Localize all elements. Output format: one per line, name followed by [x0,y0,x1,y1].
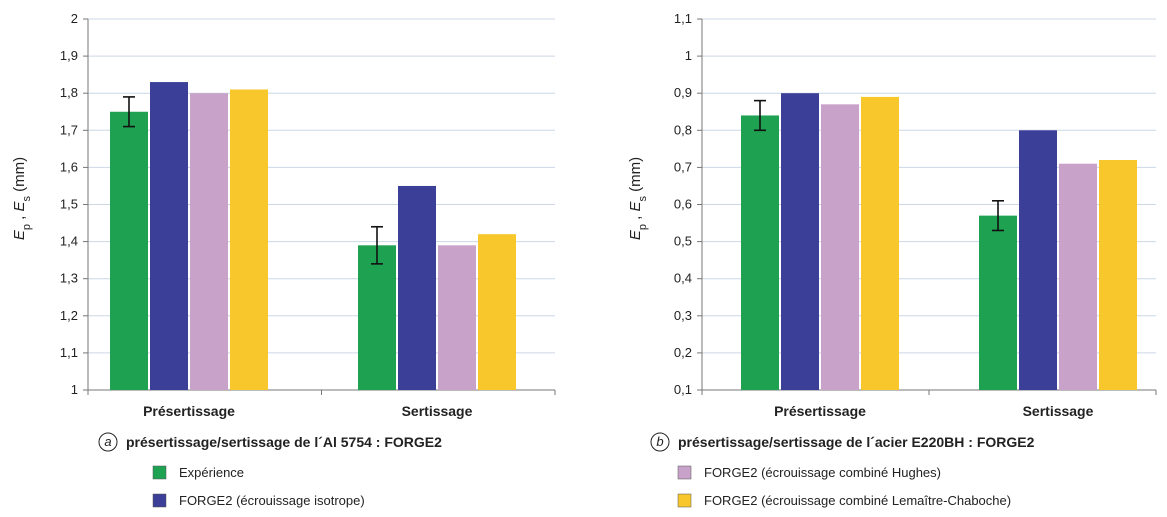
y-tick-label: 1,3 [60,271,78,286]
y-tick-label: 1,1 [60,345,78,360]
y-axis-label-main2: E [627,201,644,212]
y-axis-label-sub2: s [637,195,649,201]
legend-swatch [677,465,692,480]
y-axis-label: Ep , Es (mm) [11,157,33,240]
y-tick-label: 1,6 [60,159,78,174]
y-axis-label-sep: , [627,212,644,225]
y-axis-label-main2: E [11,201,28,212]
legend-item: Expérience [152,465,244,480]
y-tick-label: 0,6 [674,197,692,212]
y-tick-label: 0,7 [674,159,692,174]
chart-b: 0,1 0,2 0,3 0,4 0,5 0,6 0,7 0,8 0,9 1 1,1 Présertis… [627,11,1157,452]
y-tick-label: 1 [685,48,692,63]
y-tick-label: 0,8 [674,122,692,137]
chart-caption: présertissage/sertissage de l´acier E220… [678,434,1035,450]
y-tick-label: 0,3 [674,308,692,323]
bar [861,96,899,390]
bar [190,93,228,390]
y-tick-label: 1,9 [60,48,78,63]
legend-swatch [677,493,692,508]
bar [150,82,188,390]
legend-label: Expérience [179,465,244,480]
bar [110,111,148,390]
category-label: Sertissage [1023,403,1094,419]
bar [1099,159,1137,390]
bar [821,104,859,390]
y-tick-label: 0,4 [674,271,692,286]
chart-caption: présertissage/sertissage de l´Al 5754 : … [126,434,442,450]
legend-item: FORGE2 (écrouissage combiné Lemaître-Cha… [677,493,1011,508]
y-axis-label-unit: (mm) [627,157,644,196]
y-axis-label-unit: (mm) [11,157,28,196]
y-axis-label: Ep , Es (mm) [627,157,649,240]
y-axis-label-sub1: p [21,224,33,230]
category-label: Présertissage [774,403,866,419]
legend-label: FORGE2 (écrouissage combiné Lemaître-Cha… [704,493,1011,508]
y-tick-label: 1,4 [60,234,78,249]
bar [478,234,516,390]
y-tick-label: 1,1 [674,11,692,26]
legend-swatch [152,465,167,480]
y-tick-label: 1,2 [60,308,78,323]
y-axis-label-sep: , [11,212,28,225]
y-axis-label-sub2: s [21,195,33,201]
y-axis-label-main: E [11,229,28,240]
caption-letter: b [656,434,663,449]
caption-letter-circle [98,432,118,452]
y-tick-label: 0,9 [674,85,692,100]
y-tick-label: 0,2 [674,345,692,360]
y-tick-label: 1,7 [60,122,78,137]
y-tick-label: 0,1 [674,382,692,397]
category-label: Sertissage [402,403,473,419]
bar [979,215,1017,390]
bar [741,115,779,391]
legend-label: FORGE2 (écrouissage combiné Hughes) [704,465,941,480]
legend-item: FORGE2 (écrouissage combiné Hughes) [677,465,941,480]
y-axis-label-sub1: p [637,224,649,230]
legend-item: FORGE2 (écrouissage isotrope) [152,493,365,508]
y-tick-label: 1 [71,382,78,397]
caption-letter: a [104,434,111,449]
category-label: Présertissage [143,403,235,419]
bar [230,89,268,391]
caption-letter-circle [650,432,670,452]
legend-swatch [152,493,167,508]
bar [781,93,819,390]
bar [358,245,396,390]
y-axis-label-main: E [627,229,644,240]
y-tick-label: 1,5 [60,197,78,212]
chart-a: 1 1,1 1,2 1,3 1,4 1,5 1,6 1,7 1,8 1,9 2 Présertissa… [11,11,556,452]
y-tick-label: 2 [71,11,78,26]
y-tick-label: 0,5 [674,234,692,249]
y-tick-label: 1,8 [60,85,78,100]
bar [1059,163,1097,390]
bar [438,245,476,390]
bar [398,185,436,390]
legend-label: FORGE2 (écrouissage isotrope) [179,493,365,508]
bar [1019,130,1057,391]
